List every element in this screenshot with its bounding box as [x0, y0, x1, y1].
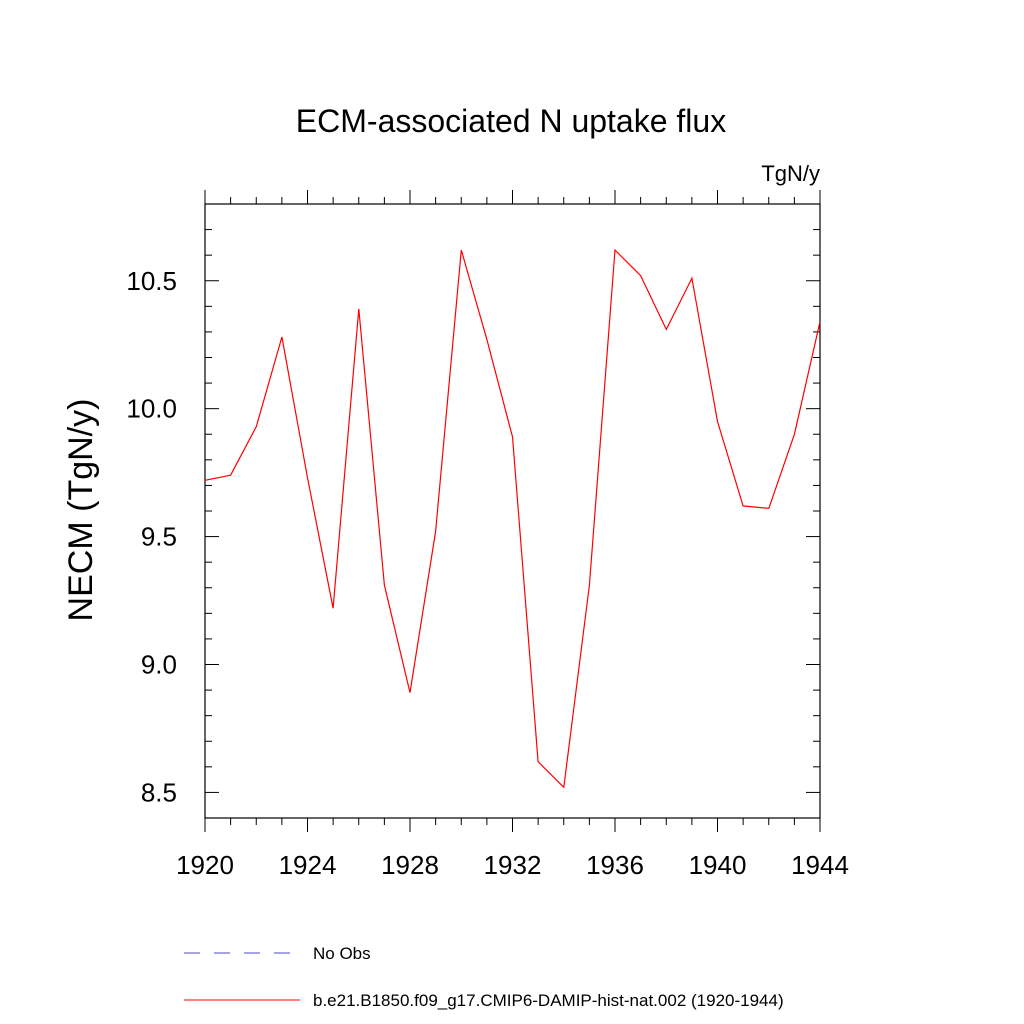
- y-axis-label: NECM (TgN/y): [62, 399, 100, 622]
- series-layer: [204, 248, 821, 789]
- x-tick-label: 1936: [586, 850, 644, 880]
- y-tick-label: 10.5: [126, 266, 177, 296]
- x-tick-label: 1932: [484, 850, 542, 880]
- plot-frame: [204, 203, 821, 819]
- legend: No Obs b.e21.B1850.f09_g17.CMIP6-DAMIP-hi…: [184, 944, 784, 1010]
- legend-label: b.e21.B1850.f09_g17.CMIP6-DAMIP-hist-nat…: [313, 991, 784, 1010]
- x-tick-label: 1944: [791, 850, 849, 880]
- y-tick-label: 10.0: [126, 394, 177, 424]
- y-tick-label: 9.5: [141, 522, 177, 552]
- axes: 1920 1924 1928 1932 1936 1940 1944 8.5 9.0 9.5 10.…: [126, 190, 849, 880]
- y-tick-label: 8.5: [141, 777, 177, 807]
- chart-title: ECM-associated N uptake flux: [296, 103, 726, 139]
- x-tick-label: 1924: [279, 850, 337, 880]
- legend-label: No Obs: [313, 944, 371, 963]
- y-tick-label: 9.0: [141, 650, 177, 680]
- x-tick-label: 1928: [381, 850, 439, 880]
- units-label: TgN/y: [761, 161, 820, 186]
- series-line: [204, 248, 821, 789]
- x-tick-label: 1940: [689, 850, 747, 880]
- x-tick-label: 1920: [176, 850, 234, 880]
